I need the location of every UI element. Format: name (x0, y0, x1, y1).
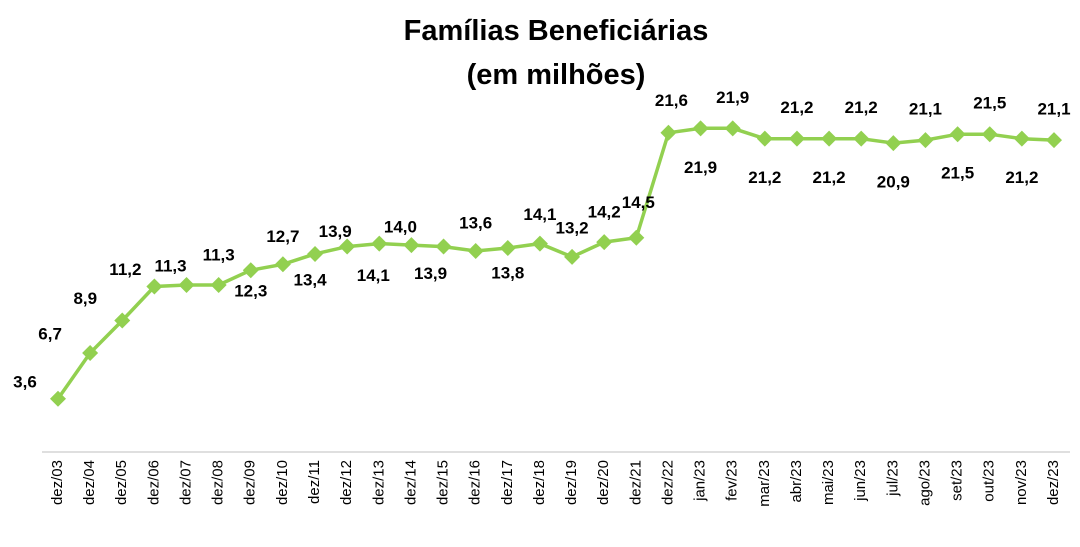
data-point-dez/08 (210, 276, 227, 293)
data-label: 14,0 (384, 218, 417, 237)
x-tick-label: mar/23 (756, 460, 773, 507)
x-tick-label: jun/23 (852, 460, 869, 502)
data-point-dez/13 (371, 235, 388, 252)
data-label: 13,6 (459, 213, 492, 232)
data-point-dez/05 (114, 312, 131, 329)
x-tick-label: dez/03 (49, 460, 66, 505)
data-point-jan/23 (692, 120, 709, 137)
data-label: 14,5 (622, 193, 655, 212)
data-point-dez/16 (467, 242, 484, 259)
data-point-dez/03 (50, 390, 66, 407)
data-label: 13,8 (491, 264, 524, 283)
data-label: 21,9 (684, 158, 717, 177)
data-point-jul/23 (885, 135, 902, 152)
x-tick-label: fev/23 (724, 460, 741, 501)
data-label: 21,6 (655, 91, 688, 110)
data-point-dez/18 (531, 235, 548, 252)
data-point-set/23 (949, 126, 966, 143)
data-point-abr/23 (788, 130, 805, 147)
data-point-jun/23 (853, 130, 870, 147)
data-label: 20,9 (877, 173, 910, 192)
x-tick-label: dez/22 (659, 460, 676, 505)
x-tick-label: dez/21 (627, 460, 644, 505)
x-tick-label: dez/20 (595, 460, 612, 505)
data-label: 8,9 (73, 289, 97, 308)
x-tick-label: dez/08 (210, 460, 227, 505)
data-label: 11,3 (154, 256, 186, 275)
data-label: 21,2 (780, 98, 813, 117)
data-point-dez/14 (403, 237, 420, 254)
data-point-nov/23 (1013, 130, 1030, 147)
data-label: 21,9 (716, 88, 749, 107)
data-point-dez/10 (274, 256, 291, 273)
data-label: 21,2 (748, 168, 781, 187)
data-label: 21,5 (973, 94, 1006, 113)
data-point-dez/09 (242, 262, 259, 279)
data-label: 21,1 (909, 100, 942, 119)
data-label: 11,3 (203, 245, 235, 264)
data-label: 14,2 (588, 203, 621, 222)
data-point-dez/19 (564, 248, 581, 265)
x-tick-label: dez/18 (531, 460, 548, 505)
data-point-dez/06 (146, 278, 163, 295)
x-tick-label: dez/06 (145, 460, 162, 505)
chart-title-line-2: (em milhões) (467, 59, 646, 91)
data-point-dez/21 (628, 229, 645, 246)
data-point-dez/20 (596, 234, 613, 251)
data-point-fev/23 (724, 120, 741, 137)
data-point-dez/17 (499, 240, 516, 257)
data-label: 13,9 (319, 222, 352, 241)
data-label: 6,7 (38, 324, 62, 343)
x-tick-label: dez/12 (338, 460, 355, 505)
data-label: 21,5 (941, 164, 974, 183)
data-label: 21,1 (1037, 100, 1070, 119)
x-tick-label: dez/16 (467, 460, 484, 505)
data-label: 13,2 (556, 218, 589, 237)
data-point-dez/11 (307, 245, 324, 262)
data-point-dez/23 (1046, 132, 1062, 149)
x-tick-label: dez/11 (306, 460, 323, 504)
x-tick-label: dez/13 (370, 460, 387, 505)
data-point-mai/23 (821, 130, 838, 147)
x-tick-label: dez/07 (177, 460, 194, 505)
x-tick-label: dez/23 (1045, 460, 1062, 505)
x-tick-label: dez/09 (242, 460, 259, 505)
data-point-out/23 (981, 126, 998, 143)
data-label: 21,2 (845, 98, 878, 117)
data-label: 13,9 (414, 264, 447, 283)
data-point-mar/23 (756, 130, 773, 147)
x-tick-label: jan/23 (692, 460, 709, 502)
x-tick-label: nov/23 (1013, 460, 1030, 505)
x-tick-label: ago/23 (916, 460, 933, 506)
x-tick-label: dez/04 (81, 460, 98, 505)
x-tick-label: dez/10 (274, 460, 291, 505)
data-label: 14,1 (523, 205, 556, 224)
data-label: 21,2 (813, 168, 846, 187)
x-tick-label: dez/05 (113, 460, 130, 505)
data-point-dez/07 (178, 276, 195, 293)
data-point-dez/04 (82, 344, 99, 361)
x-tick-label: out/23 (981, 460, 998, 502)
x-tick-label: dez/15 (435, 460, 452, 505)
x-tick-label: jul/23 (884, 460, 901, 497)
x-tick-label: dez/17 (499, 460, 516, 505)
x-tick-label: mai/23 (820, 460, 837, 505)
data-point-dez/15 (435, 238, 452, 255)
data-point-ago/23 (917, 132, 934, 149)
data-label: 21,2 (1005, 168, 1038, 187)
data-label: 12,7 (266, 227, 299, 246)
x-tick-label: dez/14 (402, 460, 419, 505)
x-tick-label: set/23 (949, 460, 966, 501)
x-tick-label: dez/19 (563, 460, 580, 505)
data-label: 3,6 (13, 372, 37, 391)
data-label: 11,2 (109, 260, 141, 279)
data-label: 14,1 (357, 266, 390, 285)
data-label: 12,3 (234, 282, 267, 301)
chart-title-line-1: Famílias Beneficiárias (404, 15, 709, 47)
data-point-dez/22 (660, 124, 677, 141)
x-tick-label: abr/23 (788, 460, 805, 503)
data-label: 13,4 (293, 270, 327, 289)
data-point-dez/12 (339, 238, 356, 255)
